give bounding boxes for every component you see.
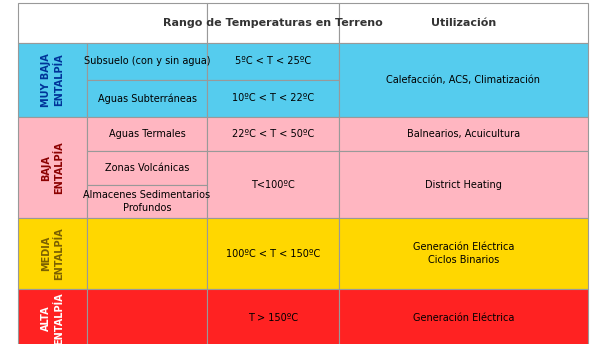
Text: Rango de Temperaturas en Terreno: Rango de Temperaturas en Terreno: [163, 18, 383, 28]
Bar: [87, 185, 207, 218]
Bar: [207, 117, 339, 151]
Bar: [87, 289, 207, 344]
Bar: [339, 218, 588, 289]
Bar: [18, 43, 87, 117]
Bar: [18, 218, 87, 289]
Bar: [87, 43, 207, 80]
Bar: [18, 3, 207, 43]
Bar: [207, 218, 339, 289]
Text: Utilización: Utilización: [431, 18, 496, 28]
Bar: [207, 80, 339, 117]
Text: Almacenes Sedimentarios
Profundos: Almacenes Sedimentarios Profundos: [83, 190, 211, 213]
Text: BAJA
ENTALPÍA: BAJA ENTALPÍA: [41, 141, 64, 194]
Text: 22ºC < T < 50ºC: 22ºC < T < 50ºC: [232, 129, 314, 139]
Text: Aguas Termales: Aguas Termales: [109, 129, 185, 139]
Bar: [207, 43, 339, 80]
Text: Aguas Subterráneas: Aguas Subterráneas: [97, 93, 197, 104]
Bar: [339, 151, 588, 218]
Bar: [87, 218, 207, 289]
Bar: [87, 151, 207, 185]
Bar: [207, 3, 339, 43]
Bar: [87, 117, 207, 151]
Bar: [18, 117, 87, 218]
Bar: [339, 3, 588, 43]
Text: Generación Eléctrica: Generación Eléctrica: [413, 313, 514, 323]
Text: Zonas Volcánicas: Zonas Volcánicas: [105, 163, 189, 173]
Bar: [339, 117, 588, 151]
Text: Generación Eléctrica
Ciclos Binarios: Generación Eléctrica Ciclos Binarios: [413, 243, 514, 265]
Bar: [87, 80, 207, 117]
Text: T > 150ºC: T > 150ºC: [248, 313, 298, 323]
Text: 100ºC < T < 150ºC: 100ºC < T < 150ºC: [226, 249, 320, 259]
Text: Balnearios, Acuicultura: Balnearios, Acuicultura: [407, 129, 520, 139]
Bar: [207, 151, 339, 218]
Text: District Heating: District Heating: [425, 180, 502, 190]
Text: T<100ºC: T<100ºC: [251, 180, 295, 190]
Text: Calefacción, ACS, Climatización: Calefacción, ACS, Climatización: [386, 75, 541, 85]
Bar: [339, 43, 588, 117]
Text: 5ºC < T < 25ºC: 5ºC < T < 25ºC: [235, 56, 311, 66]
Text: Subsuelo (con y sin agua): Subsuelo (con y sin agua): [84, 56, 210, 66]
Bar: [339, 289, 588, 344]
Bar: [18, 289, 87, 344]
Text: MUY BAJA
ENTALPÍA: MUY BAJA ENTALPÍA: [41, 53, 64, 107]
Text: ALTA
ENTALPÍA: ALTA ENTALPÍA: [41, 292, 64, 344]
Text: MEDIA
ENTALPÍA: MEDIA ENTALPÍA: [41, 227, 64, 280]
Text: 10ºC < T < 22ºC: 10ºC < T < 22ºC: [232, 94, 314, 104]
Bar: [207, 289, 339, 344]
